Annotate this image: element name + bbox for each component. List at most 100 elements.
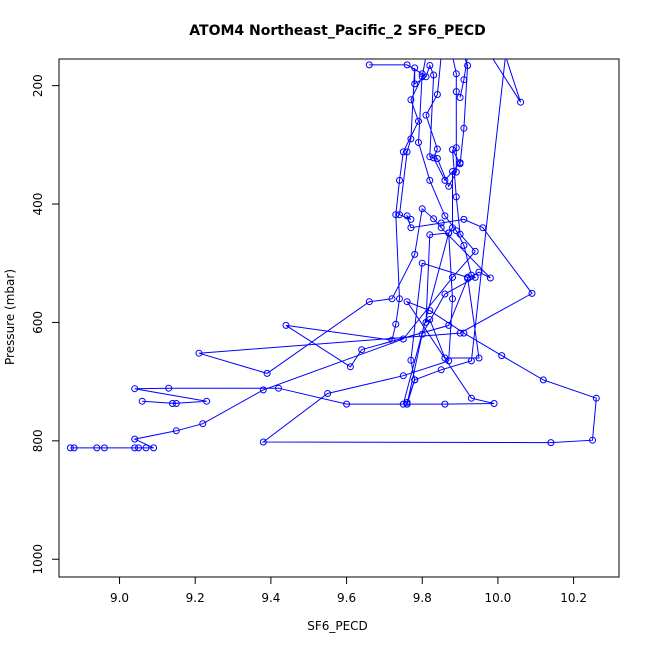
data-point — [426, 153, 434, 161]
data-point — [430, 215, 438, 223]
plot-frame — [58, 58, 620, 578]
x-axis: 9.0 9.2 9.4 9.6 9.8 10.0 10.2 — [110, 576, 587, 605]
data-point — [426, 307, 434, 315]
data-point — [464, 273, 472, 281]
series-0 — [66, 59, 600, 452]
data-point — [343, 400, 351, 408]
data-point — [142, 444, 150, 452]
data-point — [138, 397, 146, 405]
y-tick-label: 400 — [31, 193, 45, 216]
data-point — [452, 193, 460, 201]
data-point — [396, 295, 403, 303]
data-point — [165, 384, 173, 392]
data-point — [490, 400, 498, 407]
data-point — [131, 385, 139, 393]
data-point — [259, 438, 267, 446]
data-point — [589, 436, 596, 444]
data-point — [346, 363, 354, 371]
chart-title: ATOM4 Northeast_Pacific_2 SF6_PECD — [189, 23, 485, 39]
data-point — [452, 88, 460, 96]
data-point — [445, 229, 453, 237]
data-point — [415, 139, 422, 146]
data-point — [199, 420, 207, 428]
data-point — [365, 61, 373, 69]
data-point — [418, 205, 426, 213]
data-point — [445, 182, 453, 190]
series-line — [369, 59, 522, 405]
data-point — [399, 400, 407, 408]
data-point — [426, 231, 434, 239]
data-point — [467, 394, 475, 402]
data-point — [467, 357, 475, 365]
data-point — [411, 250, 419, 258]
data-point — [396, 211, 403, 219]
data-point — [441, 400, 449, 408]
data-point — [471, 273, 479, 281]
data-point — [445, 357, 453, 365]
data-point — [407, 96, 415, 104]
data-point — [452, 227, 460, 235]
data-point — [282, 321, 290, 329]
data-point — [403, 148, 411, 156]
data-point — [195, 349, 203, 357]
data-point — [441, 212, 449, 220]
x-tick-label: 9.2 — [186, 591, 205, 605]
x-tick-label: 9.4 — [261, 591, 280, 605]
data-point — [169, 400, 176, 407]
data-point — [418, 330, 426, 338]
data-point — [66, 444, 74, 452]
data-point — [150, 444, 158, 452]
data-point — [399, 335, 407, 343]
data-point — [407, 215, 415, 223]
data-point — [407, 224, 415, 232]
data-point — [203, 397, 211, 405]
data-point — [392, 320, 400, 328]
data-point — [411, 376, 419, 384]
data-point — [415, 117, 422, 125]
y-tick-label: 600 — [31, 311, 45, 334]
data-point — [275, 384, 282, 392]
data-point — [426, 176, 434, 184]
x-tick-label: 9.6 — [337, 591, 356, 605]
y-tick-label: 200 — [31, 74, 45, 97]
data-point — [452, 144, 460, 152]
x-tick-label: 10.0 — [485, 591, 512, 605]
data-point — [93, 444, 101, 452]
x-axis-label: SF6_PECD — [307, 619, 368, 633]
data-point — [399, 148, 407, 156]
data-point — [441, 290, 449, 298]
data-point — [528, 289, 536, 297]
data-point — [475, 354, 483, 362]
data-point — [411, 80, 419, 88]
data-point — [433, 155, 441, 162]
data-point — [403, 61, 411, 69]
data-point — [592, 394, 600, 402]
x-tick-label: 10.2 — [560, 591, 587, 605]
data-point — [449, 168, 456, 175]
data-point — [452, 168, 460, 176]
data-point — [263, 369, 271, 377]
data-point — [403, 400, 411, 408]
data-point — [365, 298, 373, 306]
y-axis: 200 400 600 800 1000 — [31, 74, 60, 575]
data-point — [426, 316, 434, 323]
data-point — [539, 376, 547, 384]
data-point — [464, 62, 472, 69]
data-point — [392, 211, 400, 219]
data-point — [449, 273, 456, 281]
data-point — [456, 329, 464, 337]
data-point — [358, 346, 366, 354]
data-point — [452, 70, 460, 78]
data-point — [437, 366, 445, 374]
data-point — [418, 70, 426, 78]
data-point — [462, 59, 466, 60]
data-point — [388, 336, 396, 344]
data-point — [403, 298, 411, 306]
data-point — [407, 356, 415, 364]
data-point — [449, 295, 456, 303]
data-point — [486, 274, 494, 282]
data-point — [172, 400, 180, 407]
data-point — [449, 146, 456, 154]
data-point — [498, 352, 506, 360]
